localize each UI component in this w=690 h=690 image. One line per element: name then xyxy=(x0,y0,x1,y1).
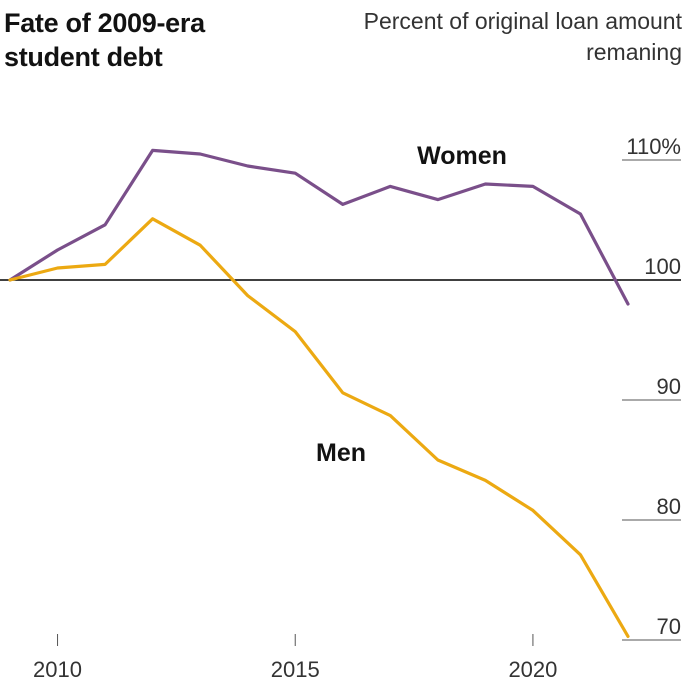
series-lines xyxy=(8,148,630,639)
x-tick-label-2020: 2020 xyxy=(508,657,557,682)
x-tick-label-2015: 2015 xyxy=(271,657,320,682)
y-tick-label-100: 100 xyxy=(644,254,681,279)
x-tick-labels: 2010 2015 2020 xyxy=(33,657,557,682)
x-tick-label-2010: 2010 xyxy=(33,657,82,682)
y-axis-unit-label: Percent of original loan amount remaning xyxy=(363,8,682,65)
y-tick-label-90: 90 xyxy=(657,374,681,399)
series-label-women: Women xyxy=(417,142,507,170)
x-axis-ticks xyxy=(57,634,534,646)
series-labels: Women Men xyxy=(316,142,507,467)
y-tick-label-80: 80 xyxy=(657,494,681,519)
series-line-women xyxy=(8,148,630,306)
y-tick-label-110: 110% xyxy=(626,134,681,159)
series-label-men: Men xyxy=(316,439,366,467)
series-line-men xyxy=(8,217,630,639)
chart-title: Fate of 2009-era student debt xyxy=(4,8,205,72)
y-tick-labels: 110% 100 90 80 70 xyxy=(626,134,681,639)
y-tick-label-70: 70 xyxy=(657,614,681,639)
y-tick-rules xyxy=(622,159,681,641)
